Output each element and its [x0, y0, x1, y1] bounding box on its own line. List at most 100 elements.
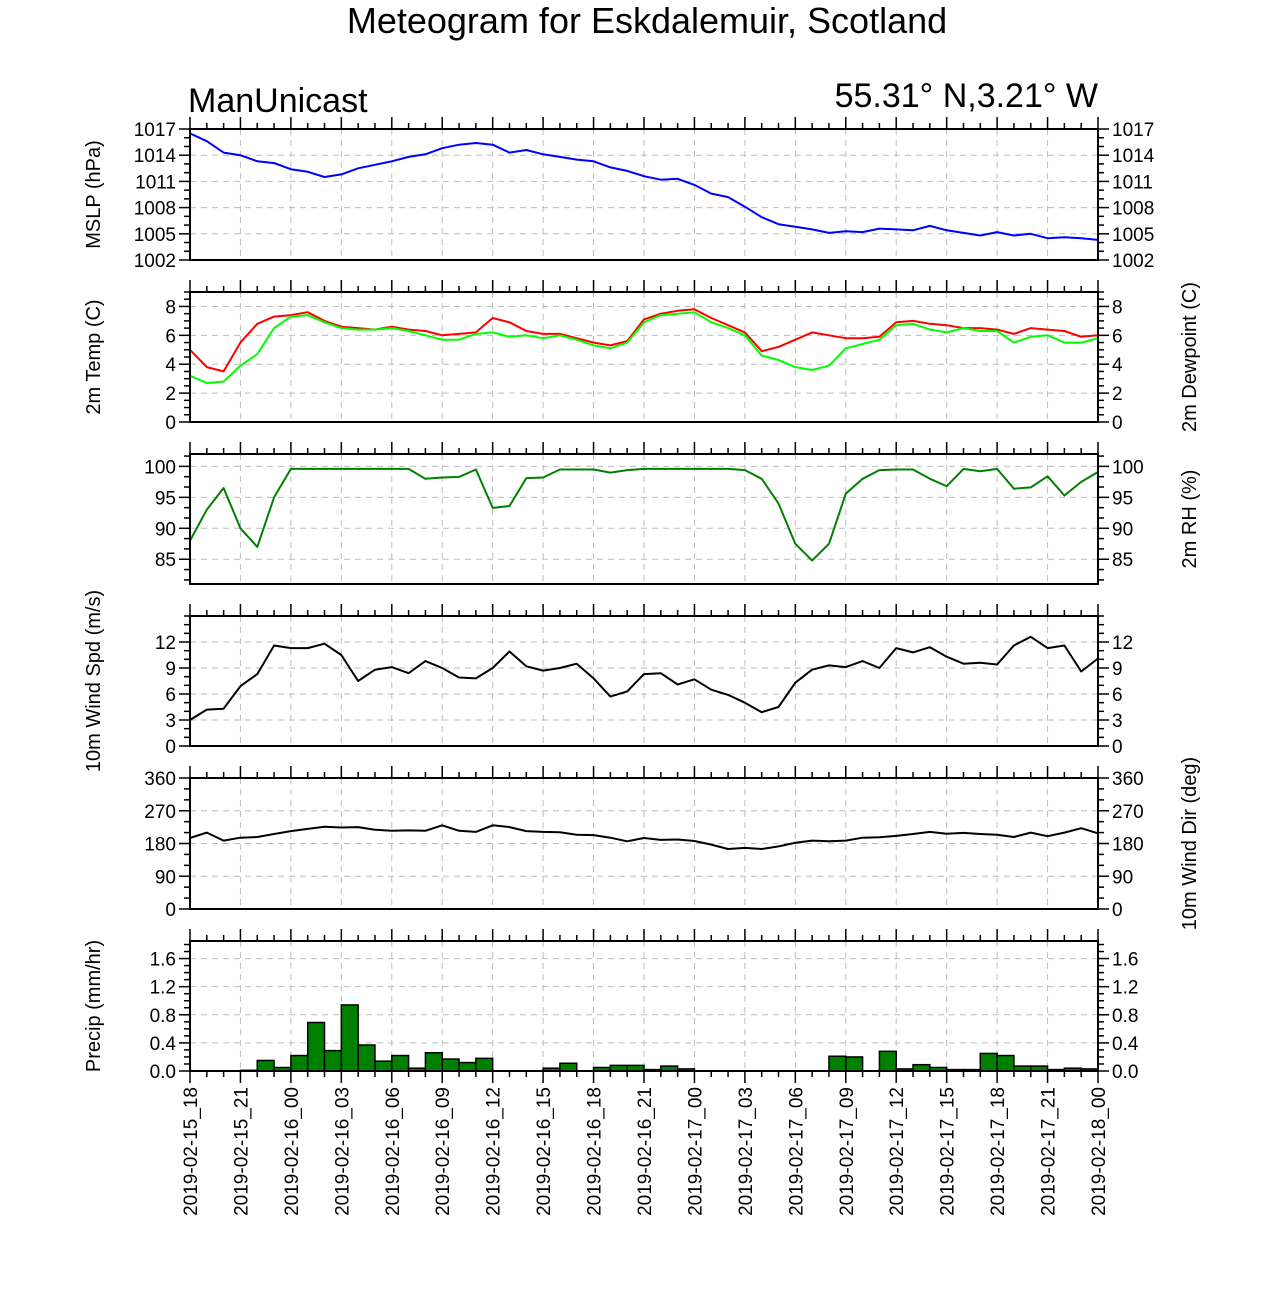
precip-plot-frame: [189, 940, 1099, 1072]
y-tick-label-left: 360: [144, 769, 176, 790]
precip-bar: [340, 1004, 359, 1072]
y-tick-label-right: 4: [1112, 355, 1123, 376]
y-tick-label-right: 1008: [1112, 199, 1154, 220]
y-tick-label-left: 8: [165, 297, 176, 318]
y-tick-label-right: 1011: [1112, 172, 1153, 193]
precip-bar: [306, 1021, 326, 1072]
y-tick-label-left: 6: [165, 685, 176, 706]
y-tick-label-right: 0.4: [1112, 1034, 1139, 1055]
y-tick-label-left: 0: [165, 737, 176, 758]
mslp-series-line-0: [189, 132, 1099, 241]
location-coordinates: 55.31° N,3.21° W: [835, 77, 1098, 115]
x-tick-label: 2019-02-16_12: [484, 1087, 505, 1216]
precip-bar: [828, 1055, 847, 1072]
wdir-y-axis-label-right: 10m Wind Dir (deg): [1179, 757, 1201, 930]
y-tick-label-right: 1.2: [1112, 978, 1138, 999]
time-axis-labels: 2019-02-15_18 2019-02-15_21 2019-02-16_00 2…: [181, 1087, 1110, 1216]
temp-y-axis-label-right: 2m Dewpoint (C): [1179, 282, 1201, 432]
precip-bar: [357, 1044, 376, 1072]
y-tick-label-left: 0.8: [150, 1006, 176, 1027]
wspd-panel: 0 0 3 3 6 6 9 9 12 12 10m Wind Spd (m/s): [83, 590, 1133, 772]
y-tick-label-right: 1005: [1112, 225, 1154, 246]
precip-bar: [475, 1057, 494, 1072]
x-tick-label: 2019-02-17_06: [786, 1087, 807, 1216]
x-tick-label: 2019-02-16_00: [282, 1087, 303, 1216]
y-tick-label-right: 3: [1112, 711, 1123, 732]
y-tick-label-right: 85: [1112, 550, 1133, 571]
x-tick-label: 2019-02-15_21: [231, 1087, 252, 1216]
y-tick-label-right: 9: [1112, 659, 1123, 680]
x-tick-label: 2019-02-17_09: [837, 1087, 858, 1216]
rh-panel: 85 85 90 90 95 95 100 100 2m RH (%): [144, 442, 1201, 585]
wdir-plot-frame: [189, 777, 1099, 910]
y-tick-label-right: 0: [1112, 737, 1123, 758]
y-tick-label-left: 85: [155, 550, 176, 571]
precip-bar: [845, 1056, 864, 1072]
y-tick-label-left: 90: [155, 519, 176, 540]
rh-plot-frame: [189, 453, 1099, 585]
x-tick-label: 2019-02-17_18: [988, 1087, 1009, 1216]
y-tick-label-left: 12: [155, 633, 176, 654]
y-tick-label-right: 1002: [1112, 251, 1154, 272]
precip-bar: [256, 1059, 275, 1072]
y-tick-label-left: 270: [144, 802, 176, 823]
x-tick-label: 2019-02-16_21: [635, 1087, 656, 1216]
y-tick-label-left: 1011: [135, 172, 176, 193]
mslp-plot-frame: [189, 128, 1099, 261]
y-tick-label-left: 1.6: [150, 950, 176, 971]
wdir-panel: 0 0 90 90 180 180 270 270 360 360 10m Wind Dir (de…: [144, 757, 1201, 930]
y-tick-label-left: 1008: [134, 199, 176, 220]
y-tick-label-left: 95: [155, 488, 176, 509]
precip-bar: [458, 1061, 477, 1072]
y-tick-label-left: 180: [144, 835, 176, 856]
y-tick-label-left: 9: [165, 659, 176, 680]
x-tick-label: 2019-02-17_03: [736, 1087, 757, 1216]
precip-bar: [441, 1058, 460, 1072]
temp-series-line-0: [189, 308, 1099, 373]
chart-title: Meteogram for Eskdalemuir, Scotland: [347, 0, 947, 41]
y-tick-label-right: 0.0: [1112, 1062, 1138, 1083]
precip-bar: [323, 1049, 343, 1072]
precip-bar: [996, 1054, 1015, 1072]
model-label: ManUnicast: [188, 82, 368, 120]
y-tick-label-right: 90: [1112, 519, 1133, 540]
rh-y-axis-label-right: 2m RH (%): [1179, 470, 1201, 569]
y-tick-label-right: 1017: [1112, 120, 1154, 141]
y-tick-label-left: 0: [165, 900, 176, 921]
y-tick-label-right: 1014: [1112, 146, 1155, 167]
mslp-panel: 1002 1002 1005 1005 1008 1008 1011 1011 1014 1014…: [83, 117, 1155, 272]
x-tick-label: 2019-02-17_12: [887, 1087, 908, 1216]
y-tick-label-right: 1.6: [1112, 950, 1138, 971]
x-tick-label: 2019-02-16_03: [332, 1087, 353, 1216]
precip-bar: [391, 1054, 410, 1072]
precip-bar: [559, 1062, 578, 1072]
x-tick-label: 2019-02-17_00: [685, 1087, 706, 1216]
temp-plot-frame: [189, 291, 1099, 423]
wdir-series-line-0: [189, 824, 1099, 850]
mslp-y-axis-label: MSLP (hPa): [83, 140, 105, 249]
rh-series-line-0: [189, 467, 1099, 562]
y-tick-label-left: 4: [165, 355, 176, 376]
y-tick-label-right: 0: [1112, 900, 1123, 921]
y-tick-label-right: 0: [1112, 413, 1123, 434]
precip-y-axis-label: Precip (mm/hr): [83, 940, 105, 1072]
wspd-y-axis-label: 10m Wind Spd (m/s): [83, 590, 105, 772]
y-tick-label-left: 1017: [134, 120, 176, 141]
precip-bar: [979, 1052, 998, 1072]
x-tick-label: 2019-02-16_09: [433, 1087, 454, 1216]
precip-bar: [374, 1060, 393, 1072]
y-tick-label-left: 1.2: [150, 978, 176, 999]
y-tick-label-right: 100: [1112, 457, 1144, 478]
y-tick-label-left: 0.4: [150, 1034, 177, 1055]
y-tick-label-right: 95: [1112, 488, 1133, 509]
x-tick-label: 2019-02-16_06: [383, 1087, 404, 1216]
x-tick-label: 2019-02-16_18: [585, 1087, 606, 1216]
temp-panel: 0 0 2 2 4 4 6 6 8 8 2m Temp (C) 2m Dewpoint (C): [83, 280, 1201, 434]
y-tick-label-left: 1014: [134, 146, 177, 167]
y-tick-label-left: 100: [144, 457, 176, 478]
y-tick-label-left: 0: [165, 413, 176, 434]
y-tick-label-left: 90: [155, 867, 176, 888]
temp-y-axis-label: 2m Temp (C): [83, 299, 105, 414]
